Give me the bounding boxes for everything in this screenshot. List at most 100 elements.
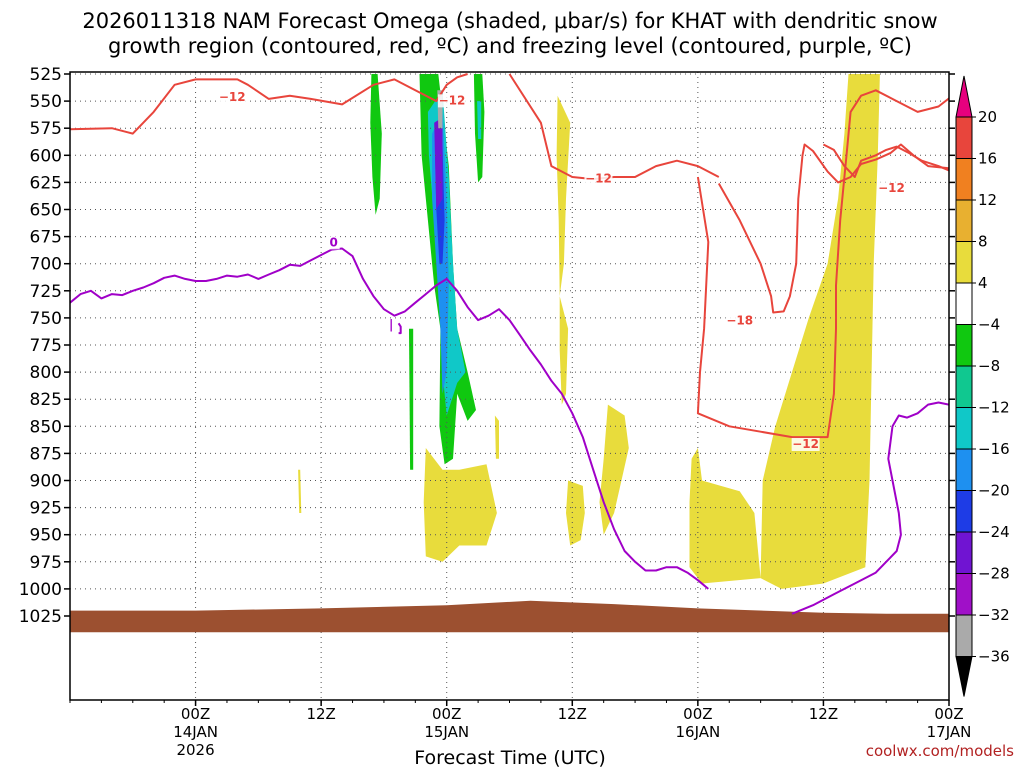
omega-region-14	[423, 448, 497, 562]
y-tick-label-725: 725	[30, 282, 62, 302]
y-tick-label-1000: 1000	[19, 580, 62, 600]
contour-label-bg-3	[877, 182, 906, 196]
contour-label-3: −12	[878, 181, 905, 195]
colorbar-bin-9	[955, 490, 973, 533]
colorbar-label-7: −12	[978, 399, 1010, 417]
contour-label-bg-0	[218, 91, 247, 105]
colorbar: 20 16 12 8 4 −4 −8 −12 −16 −20 −24 −28 −32 −36	[955, 75, 1010, 697]
chart-title-line-2: growth region (contoured, red, ºC) and f…	[108, 34, 912, 58]
contour-label-bg-7	[385, 318, 398, 332]
contour-label-7: |	[389, 318, 393, 332]
contour-label-bg-4	[725, 314, 754, 328]
contour-label-4: −18	[726, 313, 753, 327]
y-tick-label-950: 950	[30, 526, 62, 546]
y-tick-label-625: 625	[30, 173, 62, 193]
colorbar-bin-3	[955, 241, 973, 284]
omega-region-0	[370, 74, 382, 215]
dgz-contour-2	[696, 89, 949, 439]
colorbar-label-9: −20	[978, 482, 1010, 500]
y-tick-label-975: 975	[30, 553, 62, 573]
colorbar-label-10: −24	[978, 523, 1010, 541]
colorbar-label-5: −4	[978, 316, 1000, 334]
colorbar-max-arrow	[955, 75, 973, 118]
x-tick-date-6: 17JAN	[927, 723, 972, 741]
omega-region-16	[566, 480, 585, 546]
colorbar-label-8: −16	[978, 440, 1010, 458]
freezing-contour-2	[397, 322, 402, 335]
dgz-contour-1	[508, 73, 720, 181]
colorbar-label-1: 16	[978, 150, 997, 168]
dgz-contour-4	[822, 143, 949, 178]
colorbar-bin-0	[955, 116, 973, 159]
colorbar-label-11: −28	[978, 565, 1010, 583]
omega-region-15	[599, 404, 629, 535]
contour-label-2: −12	[585, 171, 612, 185]
colorbar-label-13: −36	[978, 648, 1010, 666]
x-tick-label-4: 00Z	[683, 705, 712, 723]
y-tick-label-550: 550	[30, 92, 62, 112]
contour-label-6: 0	[330, 235, 338, 249]
colorbar-bin-7	[955, 407, 973, 450]
y-tick-label-850: 850	[30, 417, 62, 437]
colorbar-label-2: 12	[978, 191, 997, 209]
y-tick-label-650: 650	[30, 201, 62, 221]
y-tick-label-1025: 1025	[19, 607, 62, 627]
x-tick-label-6: 00Z	[934, 705, 963, 723]
x-tick-date-0: 14JAN	[173, 723, 218, 741]
colorbar-label-3: 8	[978, 233, 988, 251]
x-tick-date-4: 16JAN	[675, 723, 720, 741]
freezing-contour-1	[791, 401, 949, 615]
y-tick-label-675: 675	[30, 228, 62, 248]
y-tick-label-575: 575	[30, 119, 62, 139]
y-tick-label-600: 600	[30, 146, 62, 166]
credit-text: coolwx.com/models	[866, 742, 1014, 760]
y-tick-label-750: 750	[30, 309, 62, 329]
colorbar-label-12: −32	[978, 606, 1010, 624]
terrain-layer	[70, 600, 949, 633]
colorbar-label-0: 20	[978, 108, 997, 126]
colorbar-bin-12	[955, 614, 973, 657]
contour-label-0: −12	[219, 90, 246, 104]
contour-layer	[70, 73, 949, 615]
x-tick-label-5: 12Z	[809, 705, 838, 723]
colorbar-bin-6	[955, 365, 973, 408]
y-tick-label-525: 525	[30, 65, 62, 85]
y-tick-label-925: 925	[30, 499, 62, 519]
colorbar-label-6: −8	[978, 357, 1000, 375]
freezing-contour-0	[70, 247, 709, 590]
y-axis: 525 550 575 600 625 650 675 700 725 750 775 800 825 8…	[19, 65, 955, 627]
y-tick-label-775: 775	[30, 336, 62, 356]
colorbar-bin-4	[955, 282, 973, 325]
contour-label-5: −12	[792, 437, 819, 451]
y-tick-label-800: 800	[30, 363, 62, 383]
colorbar-min-arrow	[955, 656, 973, 697]
omega-region-11	[559, 296, 569, 405]
contour-label-bg-2	[584, 172, 613, 186]
omega-region-12	[760, 74, 880, 589]
dgz-contour-3	[717, 143, 949, 314]
y-tick-label-900: 900	[30, 472, 62, 492]
x-tick-label-2: 00Z	[432, 705, 461, 723]
contour-label-bg-6	[327, 236, 340, 250]
x-tick-label-0: 00Z	[181, 705, 210, 723]
omega-region-13	[689, 448, 761, 584]
omega-region-10	[556, 95, 571, 297]
omega-region-5	[434, 117, 443, 210]
x-tick-year-0: 2026	[176, 741, 214, 759]
colorbar-bin-2	[955, 199, 973, 242]
dgz-contour-0	[70, 73, 468, 135]
y-tick-label-825: 825	[30, 390, 62, 410]
omega-region-9	[409, 328, 414, 470]
terrain-fill	[70, 600, 949, 633]
x-tick-label-3: 12Z	[558, 705, 587, 723]
colorbar-bin-10	[955, 531, 973, 574]
colorbar-bin-5	[955, 324, 973, 367]
colorbar-label-4: 4	[978, 274, 988, 292]
y-tick-label-875: 875	[30, 444, 62, 464]
omega-region-17	[298, 469, 302, 513]
chart-title-line-1: 2026011318 NAM Forecast Omega (shaded, μ…	[82, 9, 937, 33]
contour-label-1: −12	[439, 93, 466, 107]
colorbar-bin-8	[955, 448, 973, 491]
